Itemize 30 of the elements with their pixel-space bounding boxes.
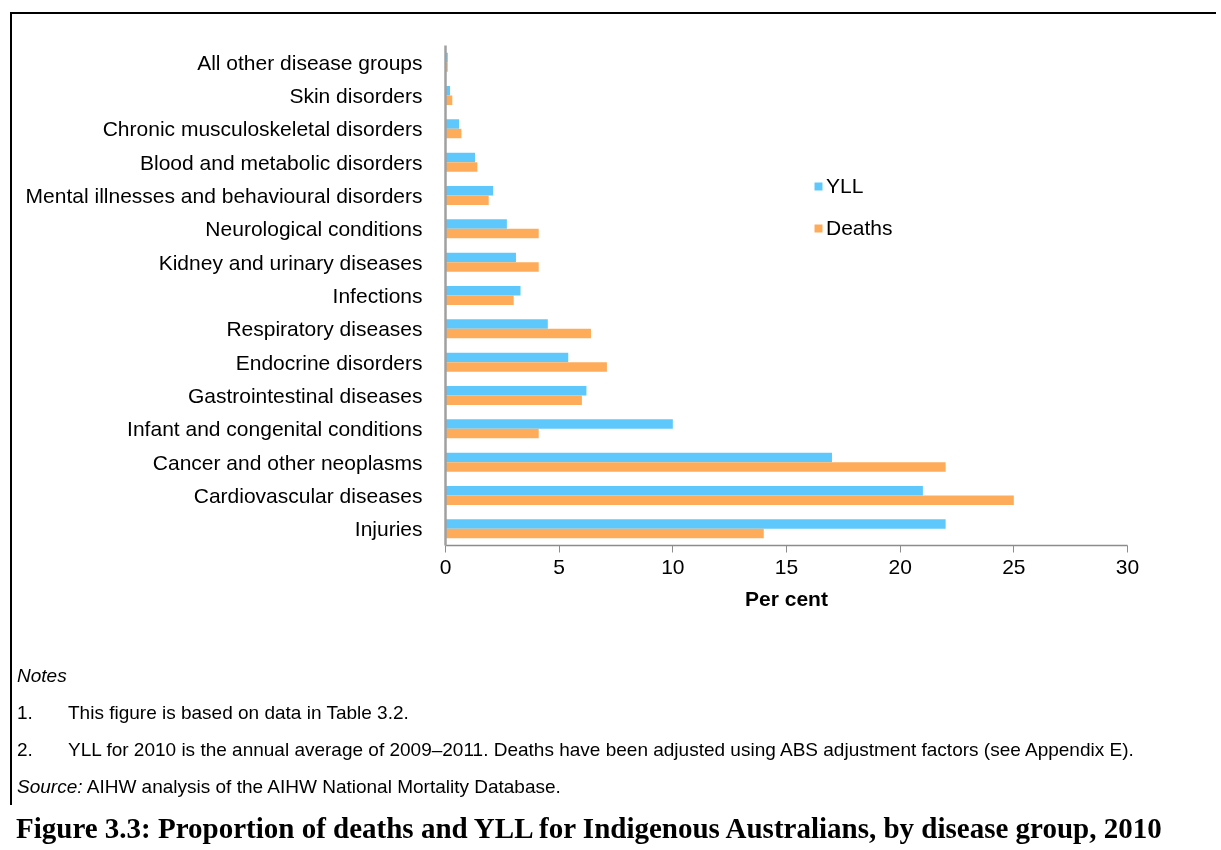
y-tick-label: Cardiovascular diseases <box>193 484 423 507</box>
y-tick-label: Gastrointestinal diseases <box>187 384 423 407</box>
y-tick-label: Skin disorders <box>289 84 423 107</box>
x-tick-label: 15 <box>774 554 799 578</box>
x-tick-label: 10 <box>661 554 685 578</box>
x-tick-label: 5 <box>553 554 566 578</box>
legend-label: Deaths <box>826 216 893 240</box>
legend-label: YLL <box>826 174 864 198</box>
y-tick-label: Infant and congenital conditions <box>127 417 423 441</box>
text: 1. This figure is based on data in Table 3.2. <box>17 701 409 725</box>
x-tick-label: 20 <box>888 554 912 578</box>
x-tick-label: 30 <box>1115 554 1140 578</box>
x-tick-label: 0 <box>439 554 452 578</box>
text: Figure 3.3: Proportion of deaths and YLL for Indigenous Australians, by disease group, 2010 <box>16 811 1162 845</box>
y-tick-label: Chronic musculoskeletal disorders <box>102 117 423 141</box>
y-tick-label: Cancer and other neoplasms <box>152 450 423 474</box>
y-tick-label: Infections <box>332 284 423 307</box>
text: 2. YLL for 2010 is the annual average of 2009–2011. Deaths have been adjusted using ABS adjustment factors (see Appendix E). <box>17 738 1134 762</box>
x-tick-label: 25 <box>1002 554 1026 578</box>
y-tick-label: Mental illnesses and behavioural disorders <box>25 184 423 207</box>
y-tick-label: Neurological conditions <box>205 217 423 241</box>
y-tick-label: Blood and metabolic disorders <box>140 150 423 174</box>
y-tick-label: Kidney and urinary diseases <box>158 250 423 274</box>
source-note: Source: AIHW analysis of the AIHW National Mortality Database. <box>17 775 561 799</box>
x-axis-title: Per cent <box>745 586 828 610</box>
text: Notes <box>17 665 67 686</box>
y-tick-label: Injuries <box>354 517 423 541</box>
y-tick-label: Endocrine disorders <box>235 350 423 374</box>
y-tick-label: All other disease groups <box>197 50 423 74</box>
y-tick-label: Respiratory diseases <box>226 317 423 341</box>
